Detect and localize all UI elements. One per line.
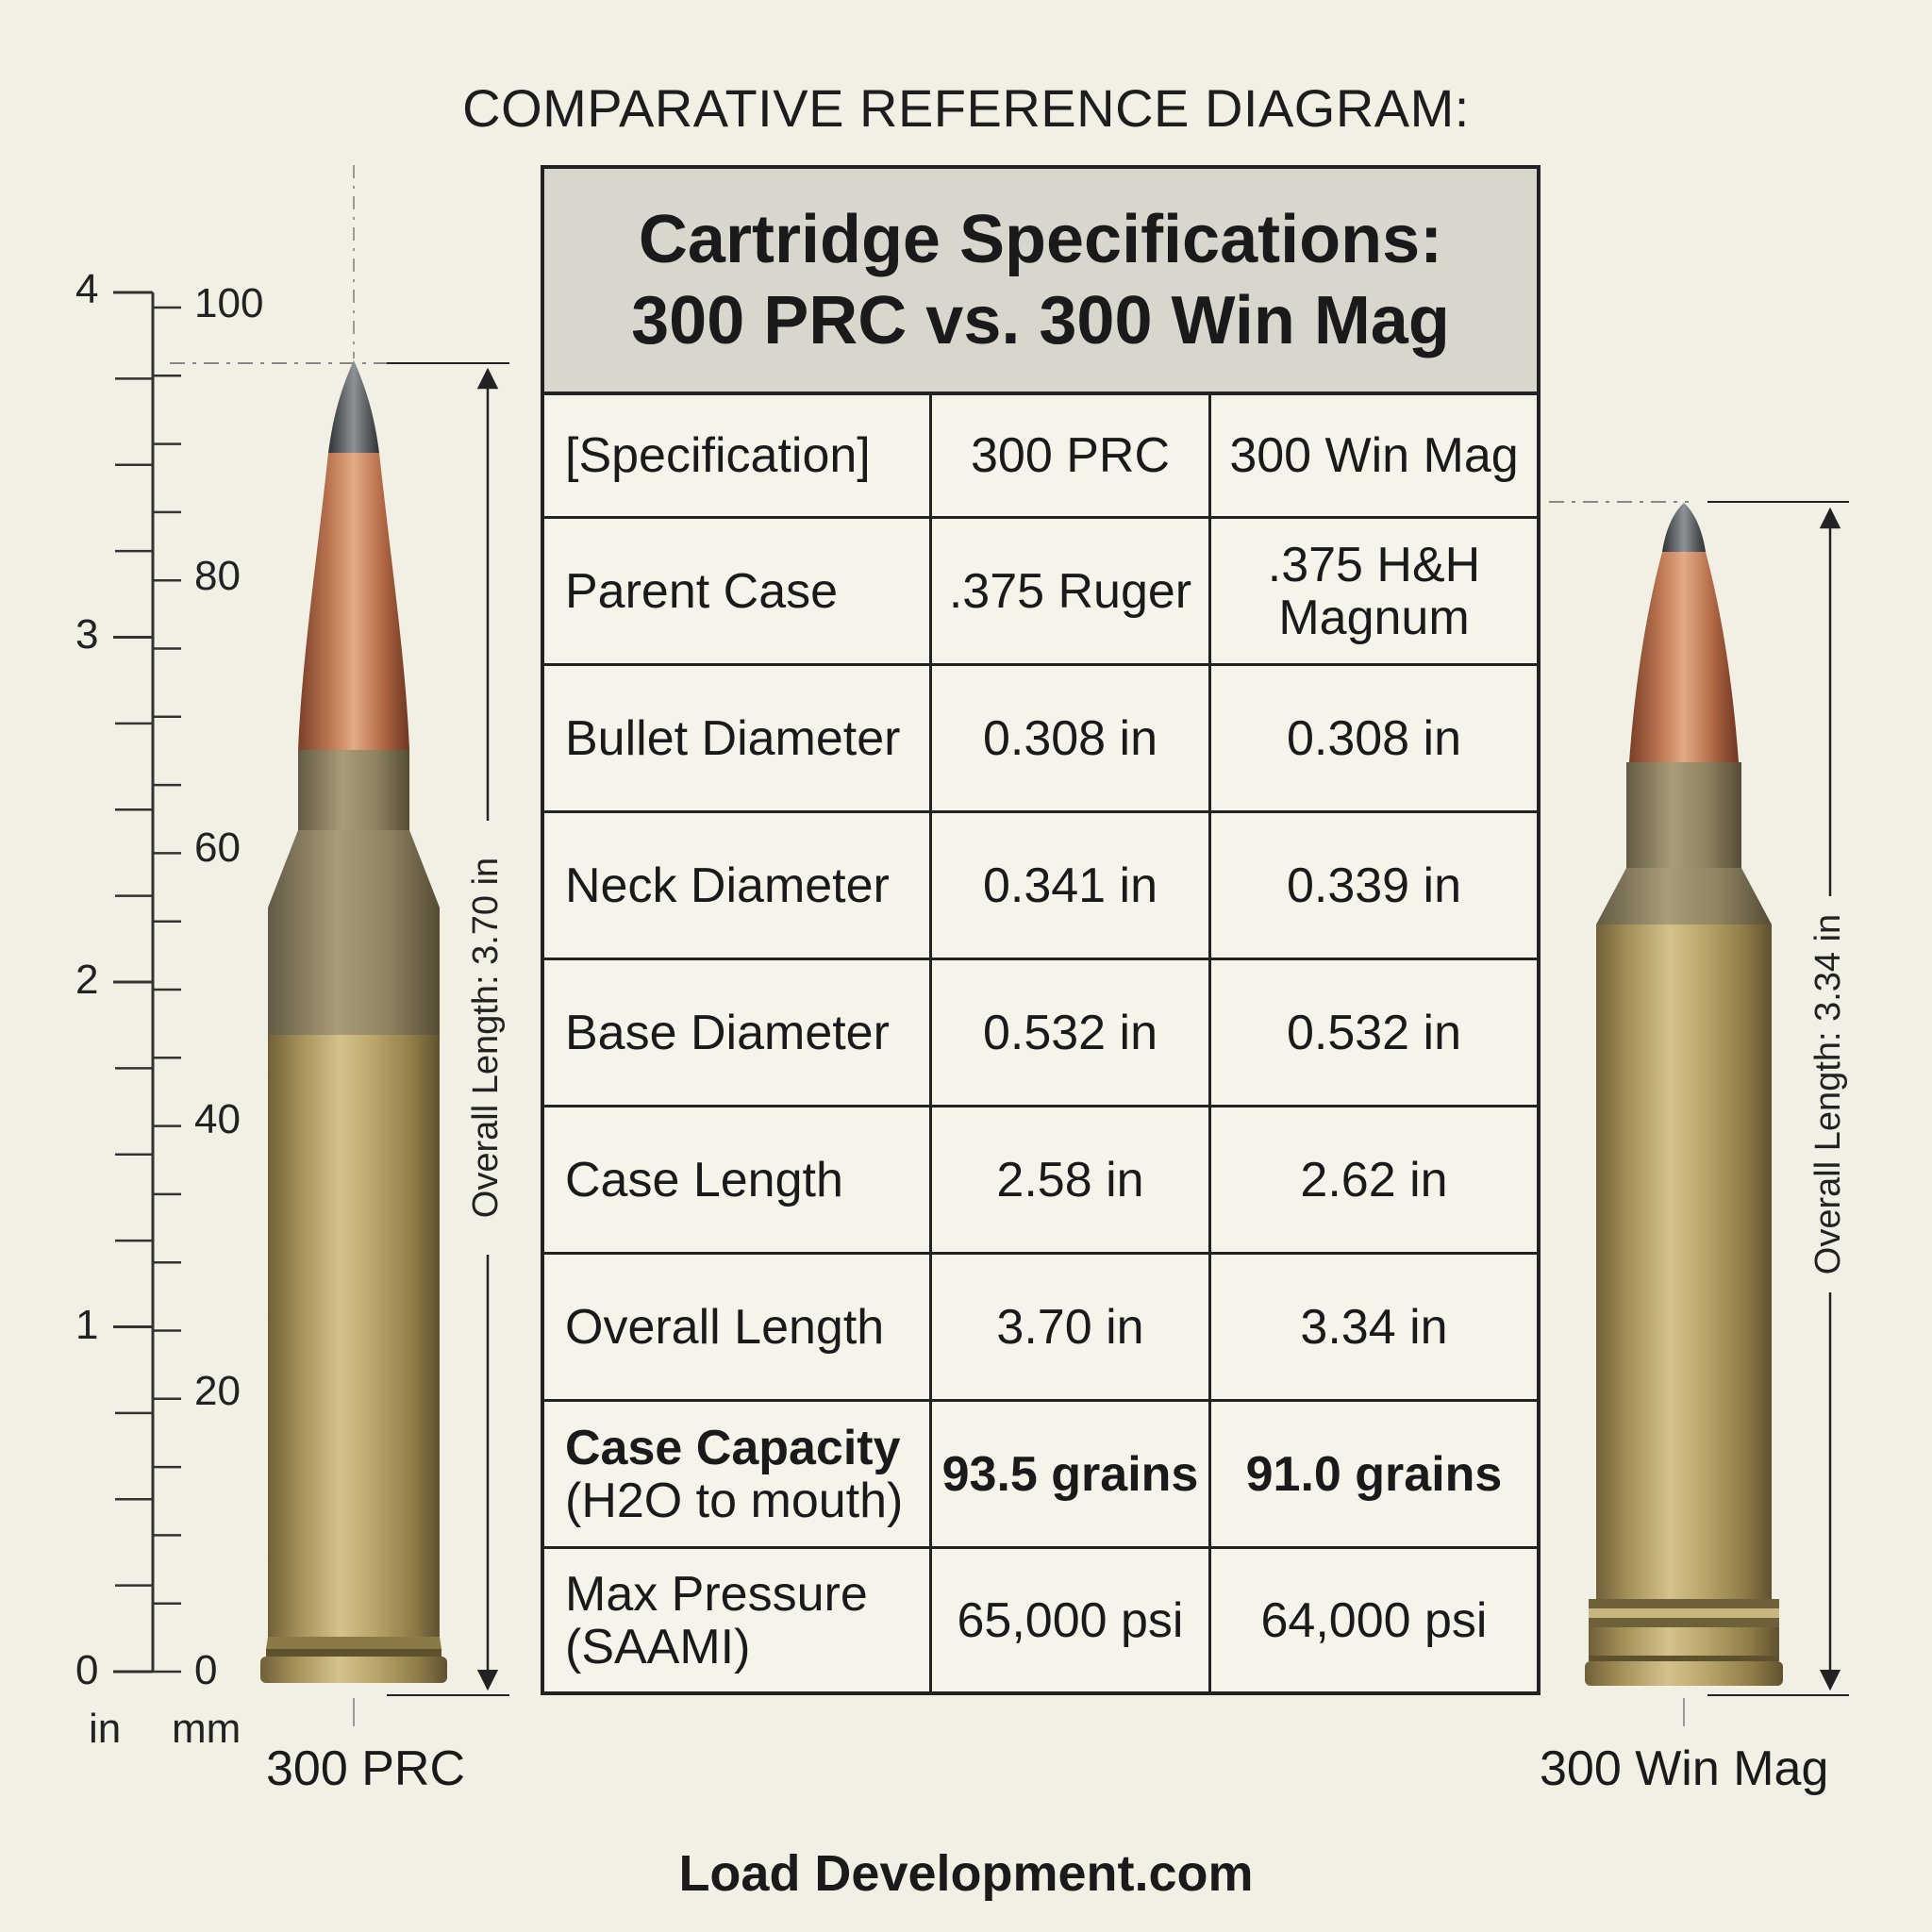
row-value-300-prc: 93.5 grains: [932, 1402, 1211, 1546]
left-bullet-tip: [328, 360, 379, 453]
column-header-300-prc: 300 PRC: [932, 395, 1211, 516]
ruler: [113, 291, 481, 1674]
table-row: Overall Length 3.70 in 3.34 in: [544, 1255, 1537, 1402]
row-value-300-prc: 3.70 in: [932, 1255, 1211, 1399]
table-header-row: [Specification] 300 PRC 300 Win Mag: [544, 395, 1537, 519]
row-spec: Overall Length: [544, 1255, 932, 1399]
table-title-line1: Cartridge Specifications:: [638, 202, 1443, 277]
row-spec: Neck Diameter: [544, 813, 932, 958]
left-case-neck: [298, 750, 409, 830]
footer-brand: Load Development.com: [678, 1845, 1254, 1902]
row-value-300-prc: 0.532 in: [932, 960, 1211, 1105]
table-title: Cartridge Specifications: 300 PRC vs. 30…: [544, 169, 1537, 395]
row-spec: Base Diameter: [544, 960, 932, 1105]
mm-tick-100: 100: [194, 280, 264, 326]
row-spec: Parent Case: [544, 519, 932, 663]
row-spec: Case Length: [544, 1108, 932, 1252]
row-spec-line1: Case Capacity: [565, 1420, 901, 1475]
spec-table: Cartridge Specifications: 300 PRC vs. 30…: [541, 165, 1541, 1695]
right-bullet-tip: [1662, 503, 1706, 552]
left-cartridge-label: 300 PRC: [266, 1741, 465, 1796]
row-value-300-prc: 2.58 in: [932, 1108, 1211, 1252]
cartridge-300-win-mag: Overall Length: 3.34 in: [1549, 501, 1849, 1726]
table-row: Bullet Diameter 0.308 in 0.308 in: [544, 666, 1537, 813]
row-value-300-prc: 0.341 in: [932, 813, 1211, 958]
row-value-300-win-mag: 3.34 in: [1300, 1299, 1448, 1355]
left-case-rim: [260, 1657, 447, 1683]
left-case-body: [268, 1035, 440, 1637]
table-row: Parent Case .375 Ruger .375 H&H Magnum: [544, 519, 1537, 666]
row-value-300-win-mag: 0.308 in: [1286, 710, 1462, 766]
mm-tick-0: 0: [194, 1647, 218, 1693]
table-row: Base Diameter 0.532 in 0.532 in: [544, 960, 1537, 1108]
row-spec: Max Pressure (SAAMI): [544, 1549, 932, 1691]
table-row: Case Length 2.58 in 2.62 in: [544, 1108, 1537, 1255]
row-spec-line2: (SAAMI): [565, 1619, 751, 1674]
row-spec-line2: (H2O to mouth): [565, 1473, 904, 1528]
table-row: Neck Diameter 0.341 in 0.339 in: [544, 813, 1537, 960]
inch-tick-4: 4: [75, 266, 99, 312]
row-value-line1: .375 H&H: [1267, 537, 1481, 592]
table-title-line2: 300 PRC vs. 300 Win Mag: [631, 283, 1450, 358]
cartridge-300-prc: Overall Length: 3.70 in: [260, 165, 509, 1726]
left-bullet-copper: [298, 453, 409, 750]
row-value-300-win-mag: 0.532 in: [1286, 1005, 1462, 1060]
left-case-body-upper: [268, 908, 440, 1035]
column-header-specification: [Specification]: [544, 395, 932, 516]
inch-tick-1: 1: [75, 1302, 99, 1348]
header-title: COMPARATIVE REFERENCE DIAGRAM:: [462, 78, 1470, 138]
row-value-300-prc: 65,000 psi: [932, 1549, 1211, 1691]
mm-tick-60: 60: [194, 824, 241, 871]
right-overall-length-label: Overall Length: 3.34 in: [1808, 914, 1848, 1274]
table-row: Case Capacity (H2O to mouth) 93.5 grains…: [544, 1402, 1537, 1549]
row-value-300-win-mag: 64,000 psi: [1260, 1592, 1488, 1648]
inch-tick-0: 0: [75, 1647, 99, 1693]
row-value-line2: Magnum: [1278, 590, 1470, 645]
ruler-inch-ticks: [113, 291, 153, 1674]
right-case-neck: [1626, 762, 1741, 868]
right-case-belt: [1589, 1627, 1779, 1656]
column-header-300-win-mag: 300 Win Mag: [1229, 428, 1519, 483]
mm-tick-80: 80: [194, 553, 241, 599]
row-value-300-prc: .375 Ruger: [932, 519, 1211, 663]
left-overall-length-label: Overall Length: 3.70 in: [466, 858, 506, 1218]
inch-tick-3: 3: [75, 611, 99, 658]
inch-tick-2: 2: [75, 957, 99, 1003]
row-value-300-win-mag: .375 H&H Magnum: [1211, 519, 1537, 663]
right-bullet-copper: [1629, 552, 1739, 762]
row-value-300-win-mag: 0.339 in: [1286, 858, 1462, 913]
right-case-shoulder: [1596, 868, 1772, 924]
left-case-shoulder: [268, 830, 440, 908]
right-case-body: [1596, 924, 1772, 1599]
right-cartridge-label: 300 Win Mag: [1540, 1741, 1829, 1796]
row-value-300-win-mag: 2.62 in: [1300, 1152, 1448, 1208]
row-spec-line1: Max Pressure: [565, 1566, 868, 1622]
mm-tick-20: 20: [194, 1368, 241, 1414]
ruler-mm-ticks: [153, 306, 181, 1674]
row-value-300-win-mag: 91.0 grains: [1245, 1446, 1503, 1502]
table-row: Max Pressure (SAAMI) 65,000 psi 64,000 p…: [544, 1549, 1537, 1691]
row-spec: Bullet Diameter: [544, 666, 932, 810]
row-value-300-prc: 0.308 in: [932, 666, 1211, 810]
ruler-mm-unit: mm: [172, 1706, 242, 1752]
row-spec: Case Capacity (H2O to mouth): [544, 1402, 932, 1546]
ruler-inch-unit: in: [89, 1706, 122, 1752]
mm-tick-40: 40: [194, 1096, 241, 1142]
right-case-rim: [1585, 1661, 1783, 1686]
